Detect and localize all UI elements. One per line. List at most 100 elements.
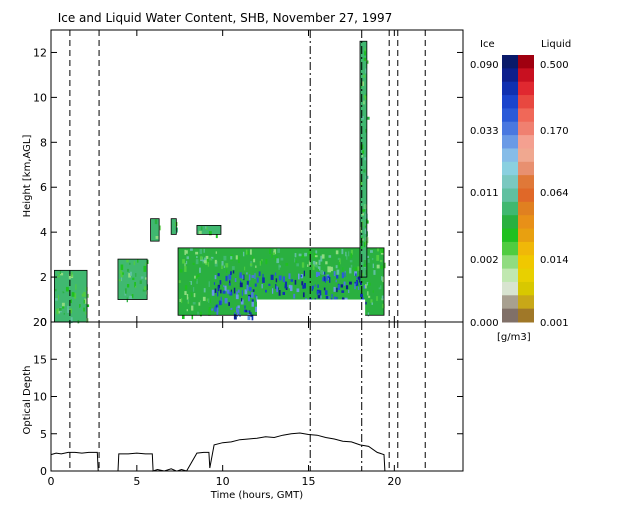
cloud-pixel <box>294 258 296 263</box>
cloud-pixel <box>67 313 70 317</box>
cloud-pixel <box>80 306 83 310</box>
cloud-pixel <box>235 294 239 300</box>
cloud-pixel <box>367 259 370 263</box>
cloud-pixel <box>129 271 132 276</box>
cloud-pixel <box>218 300 222 306</box>
cloud-pixel <box>333 271 336 277</box>
cloud-pixel <box>147 259 149 264</box>
cloud-pixel <box>252 289 255 292</box>
cloud-pixel <box>229 280 231 285</box>
cloud-pixel <box>83 299 85 304</box>
cloud-pixel <box>184 262 186 268</box>
cloud-pixel <box>203 288 206 293</box>
cloud-pixel <box>320 295 322 299</box>
cloud-pixel <box>213 282 216 285</box>
cloud-pixel <box>304 252 308 257</box>
cloud-pixel <box>137 259 139 263</box>
ice-color-swatch <box>502 175 518 189</box>
cloud-pixel <box>319 290 322 297</box>
cloud-pixel <box>383 262 386 269</box>
cloud-pixel <box>329 277 331 283</box>
cloud-pixel <box>196 274 200 277</box>
cloud-pixel <box>363 100 365 105</box>
optical-depth-tick-label: 20 <box>33 316 47 329</box>
cloud-pixel <box>276 258 280 264</box>
cloud-outline <box>359 40 368 278</box>
cloud-pixel <box>314 284 316 287</box>
optical-depth-tick-label: 5 <box>40 428 47 441</box>
cloud-pixel <box>254 283 257 287</box>
cloud-pixel <box>211 289 215 296</box>
cloud-pixel <box>249 263 253 266</box>
cloud-pixel <box>122 272 124 275</box>
cloud-pixel <box>314 255 318 258</box>
cloud-pixel <box>217 286 220 292</box>
cloud-pixel <box>126 268 130 272</box>
cloud-pixel <box>275 283 277 289</box>
cloud-pixel <box>208 313 211 316</box>
cloud-pixel <box>133 261 136 266</box>
cloud-pixel <box>322 277 325 282</box>
cloud-pixel <box>364 301 367 305</box>
liquid-tick-label: 0.064 <box>540 188 569 199</box>
cloud-pixel <box>209 257 211 261</box>
cloud-pixel <box>203 260 207 264</box>
cloud-pixel <box>265 259 268 265</box>
ice-color-swatch <box>502 295 518 310</box>
cloud-pixel <box>86 293 89 298</box>
cloud-pixel <box>366 116 370 120</box>
liquid-tick-label: 0.001 <box>540 318 569 329</box>
cloud-pixel <box>63 288 66 293</box>
cloud-pixel <box>66 282 69 285</box>
cloud-pixel <box>138 259 140 263</box>
cloud-pixel <box>376 296 378 301</box>
liquid-tick-label: 0.170 <box>540 126 569 137</box>
cloud-pixel <box>228 274 232 280</box>
liquid-color-swatch <box>518 215 534 230</box>
cloud-pixel <box>240 299 244 305</box>
cloud-pixel <box>285 262 289 266</box>
ice-tick-label: 0.000 <box>470 318 499 329</box>
cloud-pixel <box>363 74 366 78</box>
ice-color-swatch <box>502 81 518 96</box>
cloud-pixel <box>208 281 210 288</box>
cloud-pixel <box>70 299 72 304</box>
cloud-pixel <box>372 290 374 293</box>
time-axis-title: Time (hours, GMT) <box>210 490 304 501</box>
cloud-pixel <box>239 282 243 288</box>
cloud-pixel <box>200 226 203 231</box>
cloud-pixel <box>119 269 122 274</box>
cloud-pixel <box>215 234 218 239</box>
liquid-color-swatch <box>518 268 534 283</box>
cloud-fill <box>360 41 367 278</box>
cloud-pixel <box>249 310 251 316</box>
cloud-pixel <box>246 272 248 275</box>
cloud-pixel <box>197 297 200 303</box>
cloud-pixel <box>339 258 341 265</box>
cloud-pixel <box>195 273 197 276</box>
cloud-pixel <box>255 265 257 268</box>
cloud-pixel <box>70 317 73 324</box>
cloud-pixel <box>223 255 227 261</box>
time-tick-label: 0 <box>48 475 55 488</box>
cloud-pixel <box>223 284 225 288</box>
cloud-pixel <box>366 255 370 259</box>
cloud-pixel <box>129 295 132 300</box>
cloud-pixel <box>62 298 64 304</box>
cloud-pixel <box>200 256 203 260</box>
cloud-pixel <box>355 273 357 277</box>
cloud-pixel <box>209 288 211 293</box>
cloud-pixel <box>358 286 360 291</box>
cloud-pixel <box>135 273 137 277</box>
cloud-pixel <box>196 278 198 283</box>
cloud-pixel <box>363 260 367 266</box>
ice-color-swatch <box>502 135 518 149</box>
cloud-pixel <box>349 281 352 285</box>
cloud-pixel <box>78 277 82 283</box>
cloud-region-7 <box>359 40 370 278</box>
cloud-pixel <box>301 249 304 253</box>
cloud-pixel <box>356 280 359 286</box>
liquid-color-swatch <box>518 81 534 96</box>
cloud-pixel <box>376 248 380 252</box>
cloud-pixel <box>376 254 380 261</box>
